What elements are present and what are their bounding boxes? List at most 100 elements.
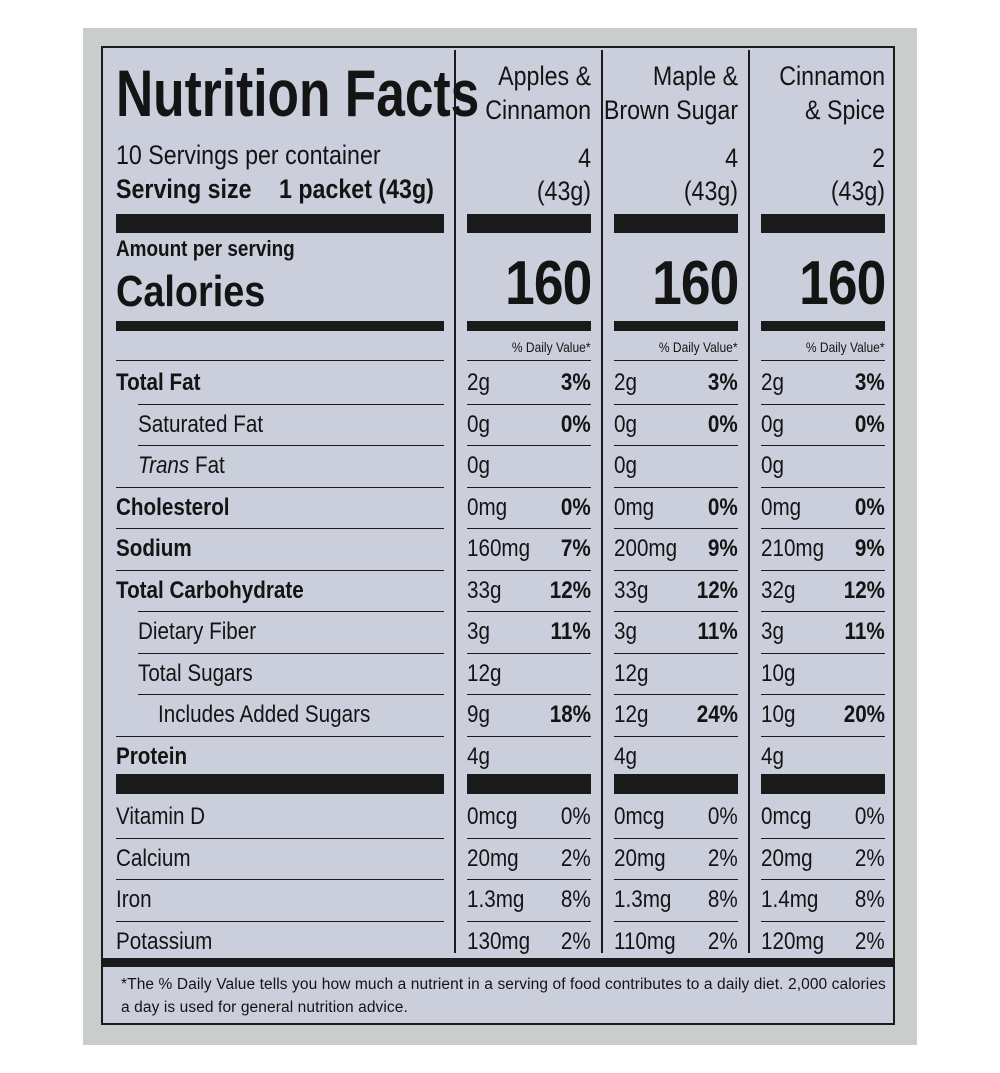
vitamin-daily-value: 2% <box>561 844 591 872</box>
thick-divider <box>116 774 444 794</box>
row-divider <box>614 838 738 839</box>
nutrient-label: Total Fat <box>116 369 201 396</box>
nutrient-daily-value: 11% <box>844 618 885 645</box>
nutrient-label: Saturated Fat <box>138 410 264 438</box>
row-divider <box>614 611 738 612</box>
vitamin-label: Iron <box>116 886 152 913</box>
nutrient-label: Dietary Fiber <box>138 618 257 645</box>
thick-divider <box>614 774 738 794</box>
row-divider <box>614 570 738 571</box>
daily-value-header: % Daily Value* <box>659 339 738 355</box>
column-title: Cinnamon <box>779 61 885 91</box>
medium-divider <box>761 321 885 331</box>
nutrient-daily-value: 3% <box>561 369 591 396</box>
row-divider <box>138 445 444 446</box>
nutrient-daily-value: 3% <box>855 369 885 396</box>
nutrient-daily-value: 12% <box>843 576 885 604</box>
nutrient-label: Sodium <box>116 535 192 562</box>
nutrient-daily-value: 9% <box>708 535 738 562</box>
nutrient-amount: 4g <box>761 742 784 770</box>
serving-size-value: 1 packet (43g) <box>279 174 434 204</box>
nutrient-amount: 32g <box>761 576 796 604</box>
nutrient-daily-value: 20% <box>843 701 885 728</box>
vitamin-amount: 1.3mg <box>614 886 672 913</box>
row-divider <box>467 404 591 405</box>
nutrient-label: Total Carbohydrate <box>116 576 304 604</box>
column-title: Cinnamon <box>485 95 591 125</box>
vitamin-label: Potassium <box>116 927 213 955</box>
nutrient-amount: 0g <box>761 410 784 438</box>
serving-size-label: Serving size <box>116 174 252 204</box>
daily-value-header: % Daily Value* <box>512 339 591 355</box>
nutrient-amount: 2g <box>761 369 784 396</box>
nutrient-daily-value: 12% <box>696 576 738 604</box>
vitamin-amount: 0mcg <box>761 803 812 830</box>
row-divider <box>761 528 885 529</box>
nutrient-label: Trans Fat <box>138 454 225 478</box>
row-divider <box>467 921 591 922</box>
row-divider <box>761 570 885 571</box>
vitamin-amount: 20mg <box>467 844 519 872</box>
nutrient-amount: 0mg <box>614 493 655 521</box>
daily-value-header: % Daily Value* <box>806 339 885 355</box>
nutrition-facts-label <box>101 46 895 1025</box>
medium-divider <box>614 321 738 331</box>
calories-label: Calories <box>116 267 266 316</box>
vitamin-amount: 0mcg <box>614 803 665 830</box>
row-divider <box>614 879 738 880</box>
row-divider <box>761 487 885 488</box>
row-divider <box>138 653 444 654</box>
vitamin-amount: 1.3mg <box>467 886 525 913</box>
nutrient-amount: 200mg <box>614 535 678 562</box>
row-divider <box>138 404 444 405</box>
column-divider <box>748 50 750 953</box>
row-divider <box>467 879 591 880</box>
row-divider <box>116 879 444 880</box>
row-divider <box>614 487 738 488</box>
vitamin-daily-value: 8% <box>561 886 591 913</box>
page-title: Nutrition Facts <box>116 56 480 130</box>
nutrient-amount: 3g <box>614 618 637 645</box>
row-divider <box>761 404 885 405</box>
vitamin-daily-value: 2% <box>708 844 738 872</box>
column-title: Apples & <box>498 61 591 91</box>
serving-grams: (43g) <box>683 176 738 206</box>
medium-divider <box>116 321 444 331</box>
row-divider <box>116 736 444 737</box>
column-divider <box>454 50 456 953</box>
nutrient-amount: 0g <box>467 410 490 438</box>
calories-value: 160 <box>651 249 739 318</box>
footnote: a day is used for general nutrition advi… <box>121 999 408 1016</box>
nutrient-amount: 2g <box>467 369 490 396</box>
row-divider <box>138 694 444 695</box>
row-divider <box>761 694 885 695</box>
amount-per-serving: Amount per serving <box>116 236 295 261</box>
vitamin-amount: 20mg <box>761 844 813 872</box>
column-title: Maple & <box>652 61 738 91</box>
nutrient-daily-value: 18% <box>549 701 591 728</box>
row-divider <box>614 404 738 405</box>
thick-divider <box>761 214 885 233</box>
nutrient-daily-value: 12% <box>549 576 591 604</box>
footnote-divider <box>103 958 893 967</box>
nutrient-daily-value: 0% <box>855 410 885 438</box>
nutrient-daily-value: 0% <box>708 493 738 521</box>
nutrient-label-rest: Fat <box>189 452 225 479</box>
vitamin-label: Vitamin D <box>116 803 206 830</box>
row-divider <box>116 838 444 839</box>
nutrient-amount: 2g <box>614 369 637 396</box>
row-divider <box>116 921 444 922</box>
nutrient-amount: 210mg <box>761 535 825 562</box>
row-divider <box>761 736 885 737</box>
nutrient-amount: 33g <box>614 576 649 604</box>
row-divider <box>614 528 738 529</box>
row-divider <box>761 838 885 839</box>
row-divider <box>467 570 591 571</box>
serving-grams: (43g) <box>536 176 591 206</box>
nutrient-amount: 0mg <box>761 493 802 521</box>
nutrient-label: Cholesterol <box>116 493 230 521</box>
nutrient-label: Total Sugars <box>138 659 253 687</box>
nutrient-amount: 0g <box>614 410 637 438</box>
vitamin-daily-value: 2% <box>561 927 591 955</box>
row-divider <box>116 487 444 488</box>
